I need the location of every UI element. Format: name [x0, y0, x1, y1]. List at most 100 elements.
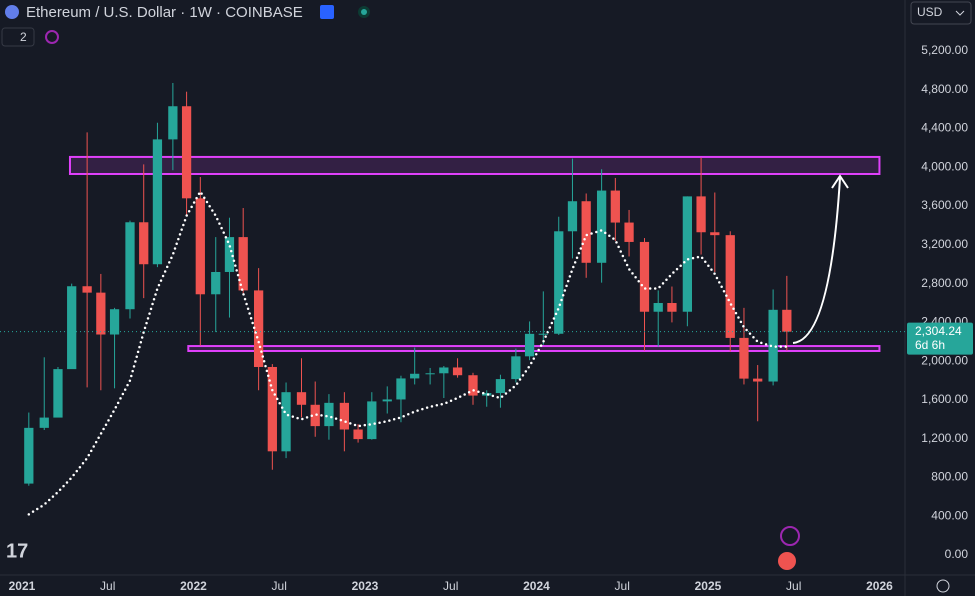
candle-body	[181, 106, 192, 199]
y-tick-label: 0.00	[945, 547, 969, 561]
candle-body	[482, 393, 492, 396]
candle-body	[739, 337, 749, 379]
moving-average	[27, 189, 789, 516]
candle-body	[511, 356, 521, 380]
x-tick-label: 2024	[523, 579, 550, 593]
event-icon[interactable]	[778, 552, 796, 570]
plot	[0, 82, 905, 516]
y-tick-label: 4,400.00	[921, 121, 968, 135]
candle-body	[367, 401, 377, 440]
candle-body	[195, 198, 205, 295]
candle-body	[524, 333, 535, 357]
status-dot	[361, 9, 367, 15]
y-tick-label: 4,800.00	[921, 82, 968, 96]
candle-body	[82, 286, 92, 293]
candle-body	[696, 196, 706, 233]
x-tick-label: Jul	[786, 579, 801, 593]
candle-body	[554, 231, 564, 334]
candle-body	[53, 369, 63, 418]
x-tick-label: Jul	[615, 579, 630, 593]
y-tick-label: 800.00	[931, 470, 968, 484]
candle-body	[768, 309, 778, 382]
settings-icon[interactable]	[936, 579, 950, 593]
currency-select[interactable]	[910, 1, 972, 25]
candle-body	[67, 286, 77, 370]
candle-body	[410, 373, 420, 379]
candle-body	[682, 196, 692, 312]
event-icon[interactable]	[780, 526, 800, 546]
x-tick-label: 2023	[352, 579, 379, 593]
x-tick-label: 2025	[695, 579, 722, 593]
candle-body	[296, 392, 307, 405]
y-tick-label: 5,200.00	[921, 43, 968, 57]
candle-body	[168, 106, 178, 140]
indicator-toggle[interactable]	[1, 27, 35, 47]
x-tick-label: Jul	[272, 579, 287, 593]
y-tick-label: 4,000.00	[921, 159, 968, 173]
candle-body	[324, 402, 334, 427]
x-tick-label: Jul	[100, 579, 115, 593]
candle-body	[725, 235, 735, 338]
flag-icon[interactable]	[320, 5, 334, 19]
y-tick-label: 3,200.00	[921, 237, 968, 251]
candle-body	[596, 190, 607, 263]
candle-body	[224, 237, 235, 272]
last-price-label: 2,304.24	[915, 324, 962, 338]
candle-body	[653, 303, 663, 312]
candle-body	[538, 333, 548, 335]
zone	[68, 155, 881, 175]
indicator-count: 2	[20, 30, 27, 44]
dropdown-arrow	[955, 10, 965, 16]
candle-body	[452, 367, 463, 376]
candle-body	[152, 139, 163, 265]
candle-body	[639, 241, 650, 312]
eth-icon	[5, 5, 19, 19]
candle-body	[310, 404, 320, 427]
candle-body	[109, 309, 120, 335]
x-tick-label: 2026	[866, 579, 893, 593]
candle-body	[211, 271, 221, 295]
candle-body	[267, 366, 277, 452]
countdown: 6d 6h	[915, 338, 945, 352]
y-tick-label: 3,600.00	[921, 198, 968, 212]
candle-body	[281, 392, 291, 452]
candle-body	[382, 399, 392, 402]
y-tick-label: 2,000.00	[921, 353, 968, 367]
candle-body	[396, 378, 406, 400]
x-tick-label: Jul	[443, 579, 458, 593]
candle-body	[753, 378, 763, 382]
last-price-box	[907, 322, 973, 355]
arrow-head	[831, 174, 849, 189]
candle-body	[39, 417, 49, 428]
candle-body	[782, 309, 792, 332]
candle-body	[624, 222, 634, 242]
y-tick-label: 1,600.00	[921, 392, 968, 406]
candle-body	[24, 427, 34, 484]
y-tick-label: 2,800.00	[921, 276, 968, 290]
x-tick-label: 2021	[9, 579, 36, 593]
candle-body	[468, 375, 478, 396]
candle-body	[139, 222, 149, 265]
y-tick-label: 1,200.00	[921, 431, 968, 445]
currency: USD	[917, 5, 943, 19]
candle-body	[567, 201, 578, 232]
candle-body	[439, 367, 449, 374]
candle-body	[253, 290, 264, 367]
tv-logo: 17	[6, 540, 28, 562]
candle-body	[667, 303, 677, 312]
candle-body	[581, 201, 591, 263]
y-tick-label: 400.00	[931, 508, 968, 522]
candle-body	[96, 292, 106, 335]
candle-body	[125, 222, 135, 310]
chart-title: Ethereum / U.S. Dollar · 1W · COINBASE	[26, 4, 303, 21]
candle-body	[710, 232, 720, 236]
candle-body	[425, 373, 435, 375]
candle-body	[610, 190, 620, 223]
candle-body	[339, 402, 350, 430]
x-tick-label: 2022	[180, 579, 207, 593]
sync-icon[interactable]	[45, 30, 59, 44]
candle-body	[353, 429, 363, 440]
candle-body	[238, 237, 248, 291]
